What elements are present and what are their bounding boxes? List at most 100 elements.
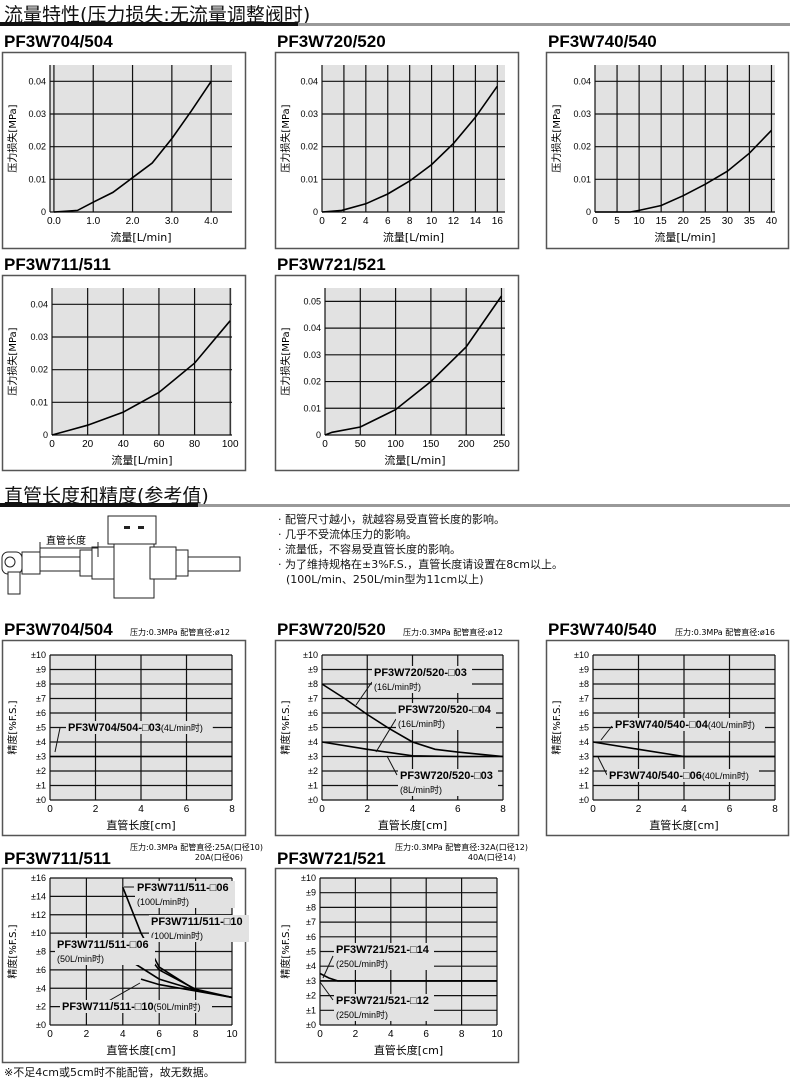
x-tick-label: 50 [355,439,367,450]
y-tick-label: ±0 [306,1020,316,1030]
y-tick-label: 0 [586,207,591,217]
y-tick-label: 0.02 [30,365,48,375]
chart: PF3W720/520 0 0.01 0.02 0.03 0.04 0 2 4 6 8 10 12 14 1… [274,32,520,250]
y-tick-label: ±0 [36,1020,46,1030]
plot-area [52,288,232,435]
annotation-flow: (40L/min时) [708,719,755,730]
annotation-model: PF3W711/511-□10 [62,1001,154,1013]
x-tick-label: 6 [184,804,190,815]
note: · 为了维持规格在±3%F.S.，直管长度请设置在8cm以上。 [278,558,563,571]
annotation-label: PF3W721/521-□14 [336,944,430,956]
chart-title: PF3W720/520 [277,620,386,639]
annotation-flow: (100L/min时) [151,930,203,941]
x-tick-label: 0.0 [47,216,61,227]
y-tick-label: 0.04 [30,299,48,309]
annotation-model: PF3W711/511-□06 [137,882,229,894]
x-tick-label: 250 [493,439,510,450]
chart: PF3W721/521 压力:0.3MPa 配管直径:32A(口径12)40A(口… [274,842,528,1064]
x-axis-label: 直管长度[cm] [378,818,447,832]
chart-conditions: 压力:0.3MPa 配管直径:25A(口径10) [130,842,263,852]
x-tick-label: 4 [681,804,687,815]
annotation-label: PF3W711/511-□06 [57,939,149,951]
chart: PF3W704/504 压力:0.3MPa 配管直径:ø12 ±0 ±1 ±2 ±3 ±4 ±… [1,620,247,837]
annotation-leader [600,725,613,741]
annotation-model: PF3W720/520-□03 [400,770,493,782]
y-tick-label: ±12 [31,910,46,920]
y-tick-label: ±6 [36,708,46,718]
x-tick-label: 60 [153,439,165,450]
annotation-model: PF3W720/520-□03 [374,667,467,679]
x-tick-label: 14 [470,216,482,227]
y-tick-label: ±1 [308,781,318,791]
annotation-flow: (16L/min时) [374,681,421,692]
y-tick-label: ±14 [31,891,46,901]
annotation-bg [396,703,496,730]
note: (100L/min、250L/min型为11cm以上) [286,573,484,586]
annotation-bg [613,718,765,731]
footnote: ※不足4cm或5cm时不能配管，故无数据。 [4,1066,215,1079]
y-tick-label: 0 [316,430,321,440]
x-axis-label: 直管长度[cm] [649,818,718,832]
y-tick-label: 0.03 [573,109,591,119]
y-tick-label: 0.01 [300,174,318,184]
x-tick-label: 4 [120,1029,126,1040]
y-tick-label: ±4 [36,983,46,993]
x-tick-label: 80 [189,439,201,450]
annotation-flow: (250L/min时) [336,958,388,969]
annotation-flow: (8L/min时) [400,784,442,795]
x-tick-label: 4.0 [204,216,218,227]
x-tick-label: 4 [388,1029,394,1040]
annotation-flow: (100L/min时) [137,896,189,907]
annotation-bg [149,915,249,942]
y-tick-label: ±5 [579,723,589,733]
section-title-flow: 流量特性(压力损失:无流量调整阀时) [4,4,311,26]
x-tick-label: 10 [634,216,646,227]
x-tick-label: 4 [363,216,369,227]
annotation-label: PF3W721/521-□12 [336,995,429,1007]
annotation-label: PF3W704/504-□03(4L/min时) [68,722,203,734]
y-tick-label: 0.05 [303,296,321,306]
annotation-model: PF3W720/520-□04 [398,704,492,716]
x-axis-label: 流量[L/min] [111,453,172,467]
y-axis-label: 精度[%F.S.] [6,700,19,754]
y-tick-label: 0.03 [28,109,46,119]
y-tick-label: ±4 [36,737,46,747]
chart-conditions: 20A(口径06) [195,852,243,862]
x-axis-label: 流量[L/min] [384,453,445,467]
section-title-accuracy: 直管长度和精度(参考值) [4,485,209,507]
x-tick-label: 10 [491,1029,503,1040]
x-tick-label: 0 [322,439,328,450]
y-tick-label: ±8 [36,947,46,957]
x-tick-label: 0 [319,804,325,815]
y-tick-label: ±2 [308,766,318,776]
x-tick-label: 0 [49,439,55,450]
annotation-bg [372,666,472,693]
y-axis-label: 压力损失[MPa] [279,104,292,172]
y-tick-label: 0.01 [573,174,591,184]
x-tick-label: 8 [772,804,778,815]
series-line [51,320,231,436]
y-tick-label: ±9 [306,888,316,898]
y-tick-label: 0.02 [573,142,591,152]
x-axis-label: 直管长度[cm] [106,818,175,832]
y-tick-label: ±7 [308,694,318,704]
x-tick-label: 20 [82,439,94,450]
annotation-flow: (250L/min时) [336,1009,388,1020]
annotation-leader [355,681,373,706]
chart-title: PF3W720/520 [277,32,386,51]
x-axis-label: 流量[L/min] [654,230,715,244]
x-tick-label: 8 [193,1029,199,1040]
y-tick-label: 0.03 [300,109,318,119]
annotation-label: PF3W740/540-□06(40L/min时) [609,770,749,782]
y-tick-label: ±10 [31,650,46,660]
annotation-leader [322,955,334,979]
x-tick-label: 100 [387,439,404,450]
chart: PF3W740/540 0 0.01 0.02 0.03 0.04 0 5 10 15 20 25 30… [545,32,790,250]
x-tick-label: 8 [500,804,506,815]
x-tick-label: 5 [614,216,620,227]
chart-title: PF3W711/511 [4,255,111,274]
y-tick-label: ±7 [36,694,46,704]
annotation-bg [66,721,213,734]
y-tick-label: ±8 [306,902,316,912]
annotation-bg [334,994,434,1021]
